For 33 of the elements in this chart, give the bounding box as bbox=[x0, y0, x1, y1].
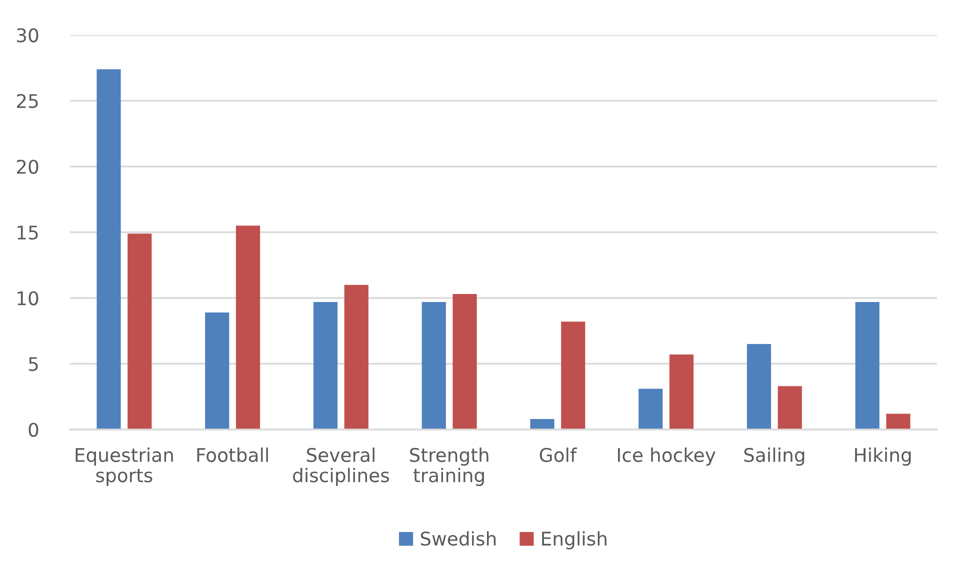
bar bbox=[669, 354, 694, 430]
bar bbox=[886, 414, 910, 430]
x-tick-label: Hiking bbox=[855, 448, 911, 466]
y-tick-label: 5 bbox=[28, 357, 38, 372]
bar bbox=[746, 344, 772, 430]
x-tick-label: Sailing bbox=[744, 448, 804, 466]
legend-label: English bbox=[542, 531, 606, 550]
y-tick-label: 20 bbox=[16, 160, 38, 174]
bar bbox=[236, 226, 260, 430]
bar bbox=[205, 312, 230, 430]
x-tick-label: Football bbox=[197, 448, 268, 462]
y-tick-label: 25 bbox=[16, 94, 38, 108]
bar bbox=[344, 284, 368, 430]
x-tick-label: Ice hockey bbox=[618, 448, 716, 466]
bar bbox=[422, 302, 446, 430]
y-tick-label: 30 bbox=[17, 28, 38, 42]
bar bbox=[561, 322, 586, 430]
bar bbox=[855, 302, 880, 430]
bar bbox=[452, 294, 477, 430]
bar bbox=[96, 69, 121, 430]
x-tick-label: Equestrian sports bbox=[76, 448, 173, 486]
y-tick-label: 0 bbox=[28, 422, 38, 437]
bar bbox=[313, 302, 338, 430]
x-tick-label: Strength training bbox=[410, 448, 488, 486]
y-tick-label: 10 bbox=[18, 291, 38, 306]
x-tick-label: Golf bbox=[540, 448, 577, 462]
bar bbox=[530, 418, 554, 430]
legend-label: Swedish bbox=[420, 531, 496, 546]
y-tick-label: 15 bbox=[18, 226, 38, 240]
bar bbox=[638, 388, 663, 430]
bar bbox=[128, 234, 152, 430]
x-tick-label: Several disciplines bbox=[293, 448, 389, 486]
bar bbox=[778, 386, 802, 430]
